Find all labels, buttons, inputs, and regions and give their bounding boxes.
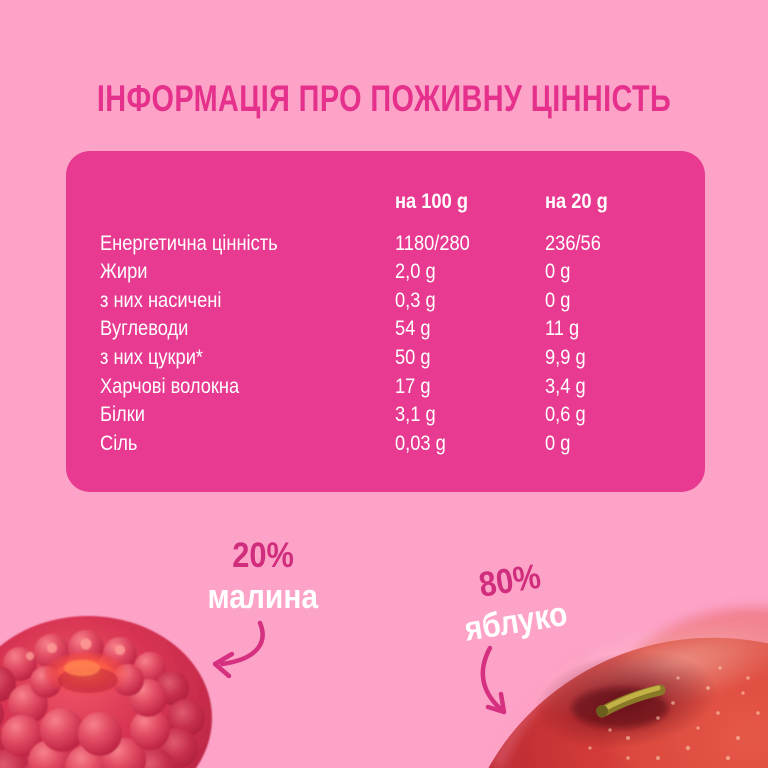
nutrition-panel: на 100 g на 20 g Енергетична цінність 11… (66, 151, 705, 492)
column-header-per-100g: на 100 g (395, 190, 468, 213)
table-row: з них насичені 0,3 g 0 g (100, 287, 705, 316)
nutrient-label: з них насичені (100, 288, 222, 312)
nutrient-label: Сіль (100, 431, 138, 455)
value-per-20g: 9,9 g (545, 345, 586, 369)
value-per-20g: 0,6 g (545, 403, 586, 427)
value-per-100g: 2,0 g (395, 260, 436, 284)
table-row: Вуглеводи 54 g 11 g (100, 315, 705, 344)
raspberry-percent: 20% (232, 536, 294, 575)
value-per-100g: 17 g (395, 374, 431, 398)
column-header-per-20g: на 20 g (545, 190, 608, 213)
nutrient-label: Білки (100, 403, 145, 427)
raspberry-name: малина (207, 577, 319, 616)
apple-image (458, 608, 768, 768)
table-row: Енергетична цінність 1180/280 236/56 (100, 230, 705, 259)
value-per-20g: 236/56 (545, 231, 601, 255)
value-per-20g: 3,4 g (545, 374, 586, 398)
value-per-20g: 0 g (545, 288, 571, 312)
table-row: Жири 2,0 g 0 g (100, 258, 705, 287)
value-per-100g: 1180/280 (395, 231, 470, 255)
table-header-row: на 100 g на 20 g (100, 188, 705, 217)
table-row: з них цукри* 50 g 9,9 g (100, 344, 705, 373)
nutrient-label: Енергетична цінність (100, 231, 278, 255)
nutrient-label: Вуглеводи (100, 317, 189, 341)
value-per-100g: 3,1 g (395, 403, 436, 427)
header-spacer (100, 188, 395, 217)
raspberry-image (0, 616, 212, 768)
raspberry-callout: 20% малина (158, 537, 368, 616)
table-row: Харчові волокна 17 g 3,4 g (100, 373, 705, 402)
table-row: Сіль 0,03 g 0 g (100, 430, 705, 459)
nutrient-label: Харчові волокна (100, 374, 240, 398)
value-per-20g: 0 g (545, 431, 571, 455)
page-title: ІНФОРМАЦІЯ ПРО ПОЖИВНУ ЦІННІСТЬ (96, 78, 672, 119)
value-per-100g: 0,3 g (395, 288, 436, 312)
value-per-100g: 0,03 g (395, 431, 446, 455)
nutrient-label: Жири (100, 260, 148, 284)
nutrient-label: з них цукри* (100, 345, 204, 369)
value-per-20g: 11 g (545, 317, 580, 341)
table-row: Білки 3,1 g 0,6 g (100, 401, 705, 430)
value-per-20g: 0 g (545, 260, 571, 284)
table-body: Енергетична цінність 1180/280 236/56 Жир… (100, 230, 705, 459)
value-per-100g: 50 g (395, 345, 431, 369)
arrow-to-apple-icon (480, 645, 507, 715)
value-per-100g: 54 g (395, 317, 431, 341)
arrow-to-raspberry-icon (212, 620, 265, 679)
